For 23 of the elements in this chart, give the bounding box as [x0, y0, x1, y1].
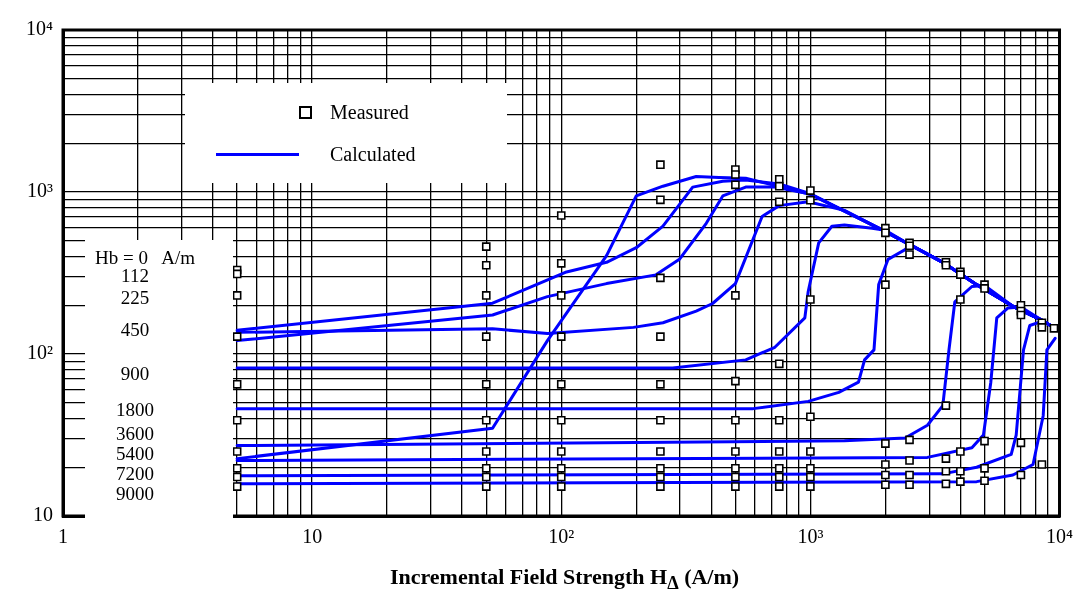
x-axis-title: Incremental Field Strength H$_{Δ}$ (A/m): [388, 564, 741, 595]
annotation: 450: [119, 319, 151, 340]
x-tick-label: 10²: [548, 525, 575, 548]
x-tick-label: 10³: [797, 525, 824, 548]
x-tick-label: 1: [58, 525, 68, 548]
annotation: Hb = 0 A/m: [94, 247, 196, 268]
legend-label: Measured: [330, 100, 409, 124]
y-tick-label: 10²: [27, 341, 53, 364]
annotation: 5400: [115, 443, 155, 464]
annotation: 9000: [115, 483, 155, 504]
annotation: 7200: [115, 463, 155, 484]
y-tick-label: 10³: [27, 179, 53, 202]
x-tick-label: 10: [302, 525, 323, 548]
annotation: 1800: [115, 399, 155, 420]
x-tick-label: 10⁴: [1046, 525, 1074, 548]
annotation: 3600: [115, 423, 155, 444]
y-tick-label: 10⁴: [26, 17, 54, 40]
legend-label: Calculated: [330, 142, 416, 166]
annotation: 112: [120, 265, 150, 286]
y-tick-label: 10: [33, 503, 53, 526]
annotation: 225: [119, 287, 151, 308]
annotation: 900: [119, 363, 151, 384]
legend-panel: Measured Calculated: [185, 83, 507, 183]
